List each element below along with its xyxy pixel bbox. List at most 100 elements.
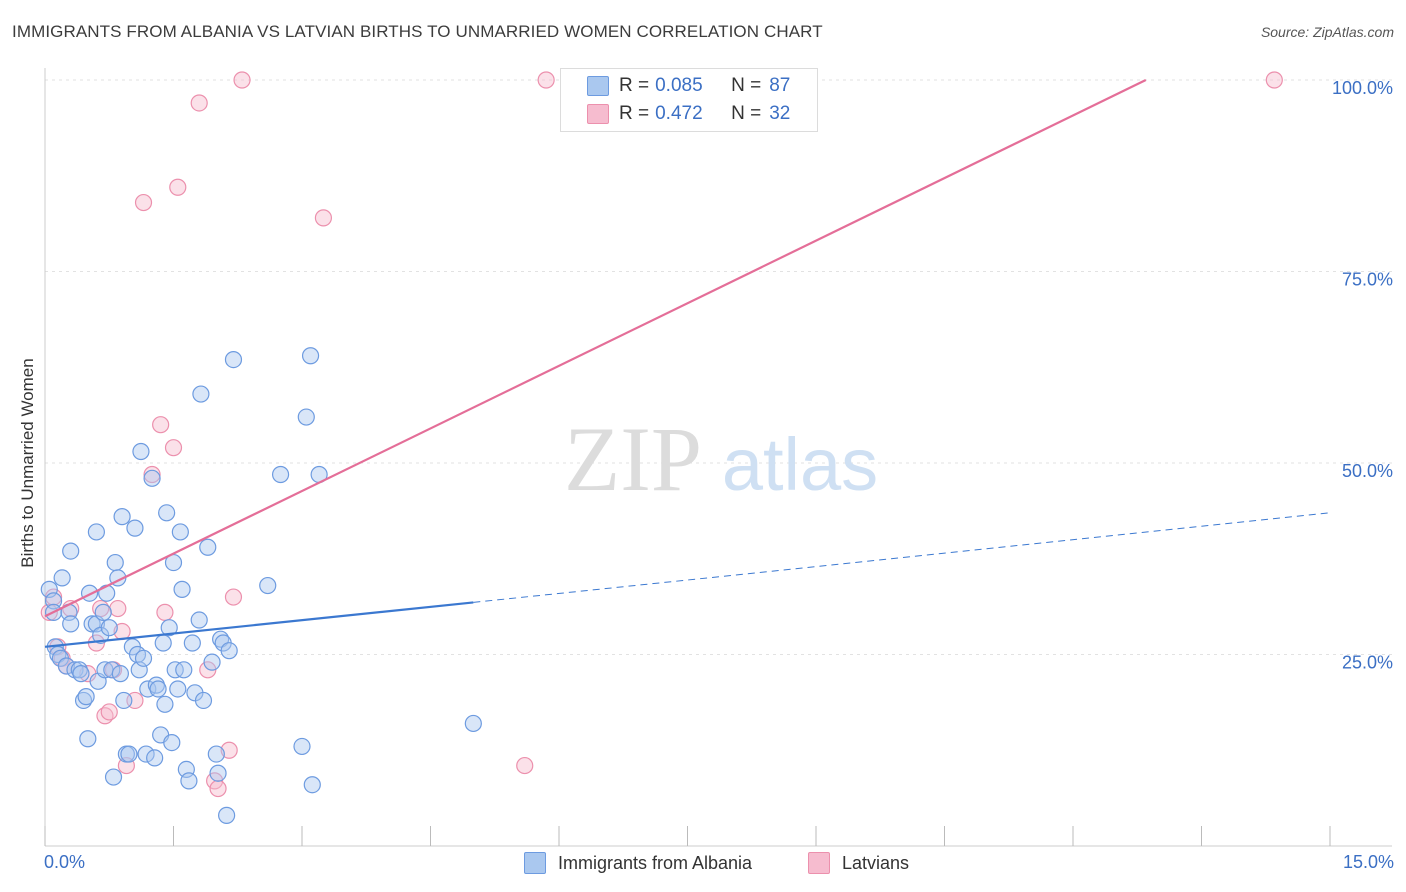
albania-point: [301, 347, 320, 365]
albania-point: [111, 665, 129, 683]
albania-point: [72, 665, 90, 683]
source-label: Source: ZipAtlas.com: [1260, 24, 1394, 40]
legend-item-latvians[interactable]: Latvians: [808, 852, 909, 874]
y-tick-labels: 25.0% 50.0% 75.0% 100.0%: [1332, 78, 1393, 673]
albania-point: [149, 680, 167, 698]
albania-point: [173, 580, 191, 598]
legend-r-value: 0.085: [655, 75, 703, 96]
albania-point: [126, 519, 144, 537]
latvians-point: [164, 439, 183, 457]
latvians-point: [134, 193, 153, 212]
albania-point: [169, 680, 187, 698]
albania-point: [224, 350, 243, 369]
albania-point: [158, 504, 176, 522]
legend-row-latvians: R = 0.472 N = 32: [587, 101, 790, 127]
albania-point: [192, 385, 210, 403]
albania-point: [113, 508, 131, 526]
legend-r-label: R =: [619, 75, 650, 96]
albania-point: [293, 737, 311, 756]
albania-point: [57, 657, 76, 675]
albania-point: [87, 523, 106, 541]
albania-point: [80, 584, 99, 602]
latvians-point: [156, 603, 174, 621]
legend-n-label: N =: [731, 103, 762, 124]
legend-label-latvians: Latvians: [842, 852, 910, 873]
legend-swatch-latvians: [808, 852, 830, 874]
albania-point: [207, 745, 225, 763]
y-tick-label: 50.0%: [1342, 461, 1393, 481]
legend-n-value: 32: [769, 103, 791, 124]
y-axis-label: Births to Unmarried Women: [18, 358, 37, 568]
albania-point: [160, 619, 178, 637]
albania-point: [77, 688, 95, 706]
albania-point: [259, 576, 277, 595]
albania-trend-line: [44, 601, 474, 648]
albania-point: [183, 634, 201, 652]
albania-point: [464, 714, 482, 733]
albania-point: [220, 642, 238, 660]
y-tick-label: 25.0%: [1342, 653, 1393, 673]
legend-item-albania[interactable]: Immigrants from Albania: [524, 852, 752, 874]
legend-n-value: 87: [769, 75, 791, 96]
latvians-point: [220, 741, 238, 759]
albania-points: [40, 347, 482, 824]
latvians-point: [1265, 71, 1283, 89]
albania-point: [203, 653, 221, 671]
latvians-point: [190, 94, 208, 112]
legend-swatch-latvians: [587, 104, 609, 124]
latvians-point: [537, 71, 555, 89]
albania-point: [106, 553, 124, 572]
grid-lines: [45, 79, 1392, 655]
albania-point: [190, 611, 208, 629]
x-tick-label-min: 0.0%: [44, 852, 86, 872]
albania-point: [134, 649, 153, 667]
albania-point: [218, 806, 236, 824]
latvians-point: [516, 756, 534, 775]
latvians-point: [109, 599, 127, 618]
latvians-points: [40, 71, 1283, 798]
albania-point: [146, 749, 164, 767]
albania-point: [132, 442, 150, 461]
latvians-point: [314, 209, 333, 227]
albania-point: [154, 634, 172, 652]
albania-point: [83, 615, 101, 633]
albania-point: [163, 733, 181, 752]
albania-point: [175, 661, 193, 679]
legend-swatch-albania: [524, 852, 546, 874]
y-tick-label: 75.0%: [1342, 270, 1393, 290]
albania-point: [98, 584, 116, 602]
x-tick-label-max: 15.0%: [1342, 852, 1394, 872]
latvians-point: [209, 779, 227, 798]
albania-point: [79, 730, 97, 748]
albania-point: [194, 691, 213, 710]
trend-lines: [44, 79, 1331, 648]
albania-point: [297, 408, 315, 426]
albania-point: [94, 603, 112, 621]
legend-n-label: N =: [731, 75, 762, 96]
latvians-point: [100, 703, 118, 721]
latvians-point: [143, 465, 161, 484]
latvians-point: [233, 71, 251, 89]
albania-point: [120, 745, 138, 763]
albania-point: [156, 695, 174, 713]
y-tick-label: 100.0%: [1332, 78, 1393, 98]
watermark: ZIP atlas: [564, 408, 878, 510]
albania-point: [103, 661, 121, 679]
albania-trend-extension: [473, 512, 1331, 603]
albania-point: [53, 569, 71, 587]
watermark-zip: ZIP: [564, 408, 702, 510]
latvians-point: [224, 588, 243, 606]
series-legend: Immigrants from Albania Latvians: [0, 852, 1406, 878]
albania-point: [180, 772, 198, 790]
albania-point: [100, 619, 118, 637]
albania-point: [303, 776, 321, 794]
albania-point: [62, 542, 80, 560]
chart-title: IMMIGRANTS FROM ALBANIA VS LATVIAN BIRTH…: [12, 22, 823, 41]
legend-r-value: 0.472: [655, 103, 703, 124]
albania-point: [171, 523, 189, 541]
albania-point: [209, 764, 227, 782]
albania-point: [115, 691, 133, 710]
legend-label-albania: Immigrants from Albania: [558, 852, 753, 873]
albania-point: [137, 745, 155, 763]
